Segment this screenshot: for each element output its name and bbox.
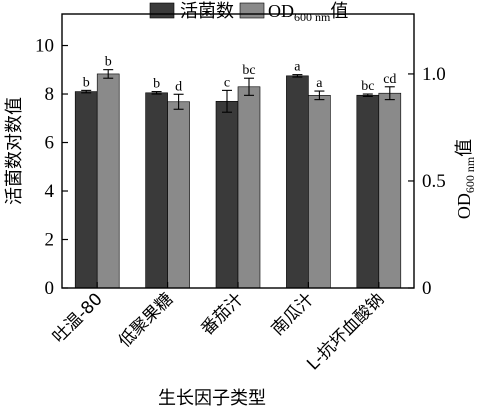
x-category-label: 南瓜汁 <box>268 289 318 339</box>
bar-od600 <box>96 73 120 289</box>
significance-label: b <box>153 77 160 92</box>
y-left-tick-label: 8 <box>45 84 55 105</box>
y-left-tick-label: 0 <box>45 278 55 299</box>
significance-label: a <box>316 76 323 91</box>
x-category-label: 吐温-80 <box>49 289 107 347</box>
legend: 活菌数 OD600 nm值 <box>149 1 348 24</box>
significance-label: a <box>294 60 301 75</box>
significance-label: b <box>83 75 90 90</box>
significance-label: c <box>224 75 230 90</box>
significance-label: b <box>105 55 112 70</box>
bar-viable-count <box>286 75 309 289</box>
x-axis-label: 生长因子类型 <box>158 388 266 409</box>
x-category-label: 低聚果糖 <box>115 289 177 351</box>
y-axis-right-label: OD600 nm值 <box>454 139 477 219</box>
significance-label: d <box>175 79 182 94</box>
bar-viable-count <box>215 100 239 289</box>
bar-viable-count <box>356 94 380 289</box>
y-right-tick-label: 1.0 <box>422 64 446 85</box>
legend-label-viable: 活菌数 <box>180 1 234 22</box>
bar-od600 <box>378 92 402 289</box>
bars: bbb d cbc aa bc cd <box>74 55 402 289</box>
y-left-tick-label: 6 <box>45 133 55 154</box>
y-right-tick-label: 0.5 <box>422 171 446 192</box>
y-left-tick-label: 4 <box>45 181 55 202</box>
y-axis-left-label: 活菌数对数值 <box>4 97 25 205</box>
y-right-tick-label: 0 <box>422 278 432 299</box>
bar-od600 <box>237 86 261 289</box>
bar-viable-count <box>145 92 168 289</box>
bar-od600 <box>308 95 331 289</box>
y-left-tick-label: 10 <box>35 36 54 57</box>
bar-od600 <box>167 101 190 289</box>
significance-label: cd <box>383 72 396 87</box>
legend-swatch-od <box>239 2 265 19</box>
legend-label-od: OD600 nm值 <box>268 1 348 24</box>
bar-viable-count <box>74 91 98 289</box>
legend-swatch-viable <box>149 2 175 19</box>
significance-label: bc <box>361 79 374 94</box>
x-category-label: 番茄汁 <box>197 289 247 339</box>
y-left-tick-label: 2 <box>45 230 55 251</box>
significance-label: bc <box>242 63 255 78</box>
